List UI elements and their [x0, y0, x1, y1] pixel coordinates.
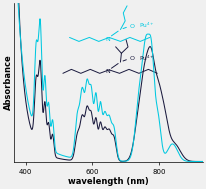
Text: N: N: [105, 36, 110, 42]
Text: Pu$^{4+}$: Pu$^{4+}$: [139, 53, 155, 63]
X-axis label: wavelength (nm): wavelength (nm): [68, 177, 149, 186]
Text: N: N: [105, 69, 110, 74]
Y-axis label: Absorbance: Absorbance: [4, 55, 13, 110]
Text: O: O: [130, 56, 135, 61]
Text: Pu$^{4+}$: Pu$^{4+}$: [139, 21, 155, 30]
Text: O: O: [130, 24, 135, 29]
